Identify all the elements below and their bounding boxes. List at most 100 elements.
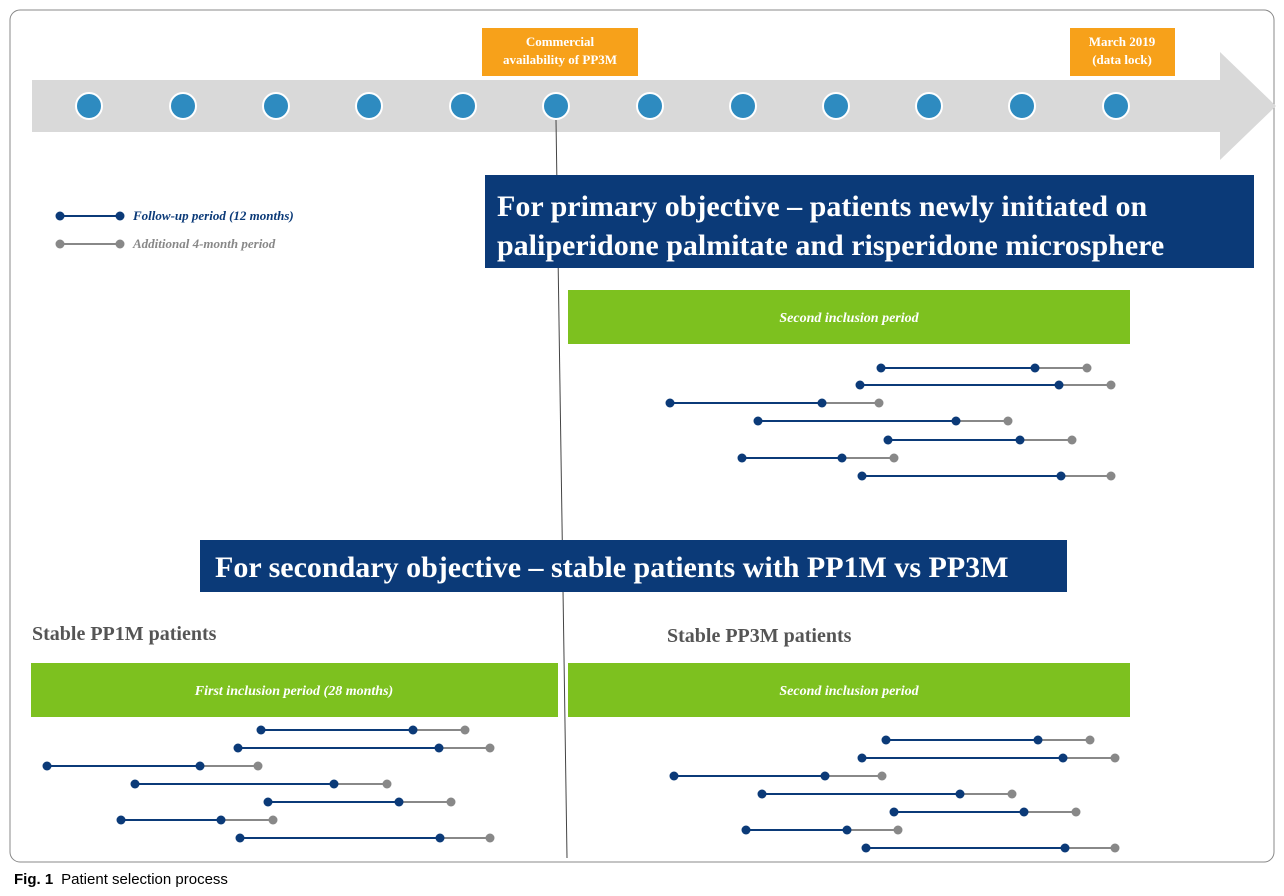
start-dot xyxy=(42,761,52,771)
start-dot xyxy=(861,843,871,853)
follow-up-dot xyxy=(408,725,418,735)
start-dot xyxy=(669,771,679,781)
timeline-dot xyxy=(915,92,943,120)
timeline-dot xyxy=(542,92,570,120)
end-dot xyxy=(877,771,887,781)
start-dot xyxy=(737,453,747,463)
follow-up-dot xyxy=(216,815,226,825)
period-box xyxy=(31,663,558,717)
marker-text: March 2019 xyxy=(1089,34,1156,49)
end-dot xyxy=(1007,789,1017,799)
legend-dot xyxy=(115,239,125,249)
end-dot xyxy=(1106,380,1116,390)
end-dot xyxy=(485,833,495,843)
end-dot xyxy=(485,743,495,753)
period-text: Second inclusion period xyxy=(779,311,919,326)
start-dot xyxy=(889,807,899,817)
legend-text: Follow-up period (12 months) xyxy=(132,208,294,223)
period-box xyxy=(568,290,1130,344)
timeline-dot xyxy=(1102,92,1130,120)
end-dot xyxy=(889,453,899,463)
follow-up-dot xyxy=(842,825,852,835)
end-dot xyxy=(874,398,884,408)
start-dot xyxy=(665,398,675,408)
follow-up-dot xyxy=(1056,471,1066,481)
start-dot xyxy=(753,416,763,426)
timeline-dot xyxy=(169,92,197,120)
follow-up-dot xyxy=(951,416,961,426)
start-dot xyxy=(876,363,886,373)
timeline-dot xyxy=(355,92,383,120)
start-dot xyxy=(857,753,867,763)
start-dot xyxy=(883,435,893,445)
caption-label: Fig. 1 xyxy=(14,871,53,888)
follow-up-dot xyxy=(1030,363,1040,373)
legend-dot xyxy=(55,211,65,221)
follow-up-dot xyxy=(1033,735,1043,745)
timeline-dot xyxy=(729,92,757,120)
follow-up-dot xyxy=(837,453,847,463)
follow-up-dot xyxy=(434,743,444,753)
timeline-dot xyxy=(1008,92,1036,120)
section-heading: Stable PP3M patients xyxy=(667,625,852,647)
timeline-dot xyxy=(75,92,103,120)
timeline-dots xyxy=(75,92,1130,120)
end-dot xyxy=(460,725,470,735)
start-dot xyxy=(235,833,245,843)
end-dot xyxy=(893,825,903,835)
end-dot xyxy=(1003,416,1013,426)
end-dot xyxy=(1110,753,1120,763)
marker-text: (data lock) xyxy=(1092,52,1152,67)
follow-up-dot xyxy=(1058,753,1068,763)
end-dot xyxy=(268,815,278,825)
start-dot xyxy=(130,779,140,789)
legend-dot xyxy=(55,239,65,249)
start-dot xyxy=(256,725,266,735)
start-dot xyxy=(855,380,865,390)
caption-text: Patient selection process xyxy=(61,871,228,888)
timeline-dot xyxy=(262,92,290,120)
follow-up-dot xyxy=(394,797,404,807)
marker-text: Commercial xyxy=(526,34,595,49)
follow-up-dot xyxy=(435,833,445,843)
follow-up-dot xyxy=(1060,843,1070,853)
start-dot xyxy=(881,735,891,745)
banner-text: For primary objective – patients newly i… xyxy=(497,190,1148,223)
period-text: First inclusion period (28 months) xyxy=(194,684,393,699)
banner xyxy=(200,540,1067,592)
start-dot xyxy=(857,471,867,481)
follow-up-dot xyxy=(820,771,830,781)
end-dot xyxy=(1110,843,1120,853)
period-text: Second inclusion period xyxy=(779,684,919,699)
follow-up-dot xyxy=(1015,435,1025,445)
end-dot xyxy=(1071,807,1081,817)
follow-up-dot xyxy=(1019,807,1029,817)
marker-text: availability of PP3M xyxy=(503,52,617,67)
legend-dot xyxy=(115,211,125,221)
start-dot xyxy=(233,743,243,753)
banner-text: paliperidone palmitate and risperidone m… xyxy=(497,229,1164,262)
marker-box xyxy=(482,28,638,76)
banner-text: For secondary objective – stable patient… xyxy=(215,551,1009,584)
start-dot xyxy=(116,815,126,825)
frame xyxy=(9,9,1275,863)
follow-up-dot xyxy=(1054,380,1064,390)
timeline-dot xyxy=(822,92,850,120)
end-dot xyxy=(1085,735,1095,745)
follow-up-dot xyxy=(817,398,827,408)
end-dot xyxy=(1082,363,1092,373)
follow-up-dot xyxy=(195,761,205,771)
follow-up-dot xyxy=(329,779,339,789)
caption: Fig. 1 Patient selection process xyxy=(14,871,228,888)
follow-up-dot xyxy=(955,789,965,799)
section-heading: Stable PP1M patients xyxy=(32,623,217,645)
end-dot xyxy=(1106,471,1116,481)
marker-box xyxy=(1070,28,1175,76)
legend-text: Additional 4-month period xyxy=(132,236,276,251)
timeline-dot xyxy=(636,92,664,120)
start-dot xyxy=(741,825,751,835)
timeline-dot xyxy=(449,92,477,120)
patient-lines xyxy=(42,363,1120,853)
banner xyxy=(485,175,1254,268)
